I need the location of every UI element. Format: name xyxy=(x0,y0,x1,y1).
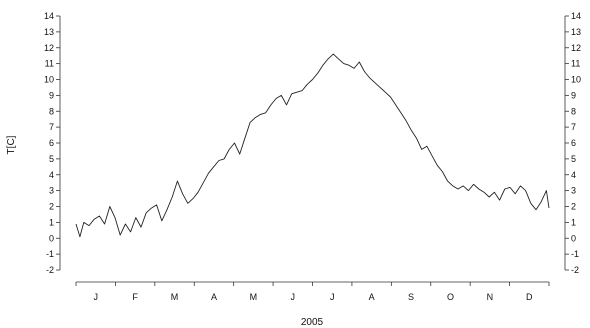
month-tick-label: J xyxy=(330,292,335,302)
month-tick-label: F xyxy=(132,292,138,302)
right-tick-label: -1 xyxy=(571,249,579,259)
month-tick-label: D xyxy=(526,292,533,302)
right-tick-label: 10 xyxy=(571,75,581,85)
left-tick-label: 0 xyxy=(49,233,54,243)
left-tick-label: 9 xyxy=(49,90,54,100)
month-tick-label: S xyxy=(408,292,414,302)
right-tick-label: 11 xyxy=(571,59,580,69)
right-tick-label: 4 xyxy=(571,170,576,180)
right-tick-label: 14 xyxy=(571,11,581,21)
month-tick-label: N xyxy=(487,292,494,302)
left-tick-label: -1 xyxy=(46,249,54,259)
month-tick-label: J xyxy=(291,292,296,302)
right-tick-label: 7 xyxy=(571,122,576,132)
month-tick-label: M xyxy=(171,292,179,302)
right-tick-label: 0 xyxy=(571,233,576,243)
right-tick-label: 6 xyxy=(571,138,576,148)
left-tick-label: 7 xyxy=(49,122,54,132)
right-tick-label: 12 xyxy=(571,43,581,53)
left-tick-label: 6 xyxy=(49,138,54,148)
series-line-temperature xyxy=(75,53,550,238)
left-tick-label: 4 xyxy=(49,170,54,180)
left-tick-label: 3 xyxy=(49,186,54,196)
month-tick-label: J xyxy=(93,292,98,302)
month-tick-label: O xyxy=(447,292,454,302)
left-tick-label: 5 xyxy=(49,154,54,164)
month-tick-label: M xyxy=(250,292,258,302)
right-tick-label: 2 xyxy=(571,202,576,212)
left-tick-label: 13 xyxy=(44,27,54,37)
left-tick-label: -2 xyxy=(46,265,54,275)
right-tick-label: -2 xyxy=(571,265,579,275)
month-tick-label: A xyxy=(369,292,375,302)
left-tick-label: 10 xyxy=(44,75,54,85)
x-axis-label: 2005 xyxy=(301,317,324,328)
left-tick-label: 11 xyxy=(45,59,54,69)
left-tick-label: 2 xyxy=(49,202,54,212)
month-tick-label: A xyxy=(211,292,217,302)
right-tick-label: 1 xyxy=(571,217,576,227)
right-tick-label: 13 xyxy=(571,27,581,37)
right-tick-label: 3 xyxy=(571,186,576,196)
y-axis-label: T[C] xyxy=(6,135,17,154)
right-tick-label: 9 xyxy=(571,90,576,100)
left-tick-label: 1 xyxy=(49,217,54,227)
left-tick-label: 12 xyxy=(44,43,54,53)
right-tick-label: 5 xyxy=(571,154,576,164)
right-tick-label: 8 xyxy=(571,106,576,116)
left-tick-label: 14 xyxy=(44,11,54,21)
left-tick-label: 8 xyxy=(49,106,54,116)
